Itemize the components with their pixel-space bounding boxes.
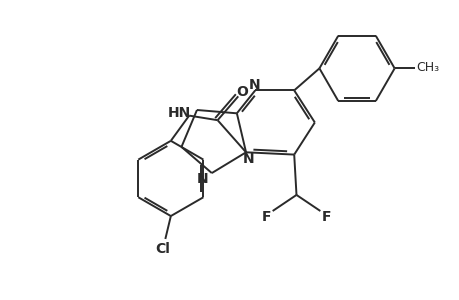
Text: HN: HN [167,106,190,120]
Text: F: F [261,210,270,224]
Text: CH₃: CH₃ [415,61,438,74]
Text: N: N [196,172,208,186]
Text: O: O [235,85,247,99]
Text: Cl: Cl [155,242,170,256]
Text: N: N [248,78,259,92]
Text: F: F [321,210,331,224]
Text: N: N [242,152,254,166]
